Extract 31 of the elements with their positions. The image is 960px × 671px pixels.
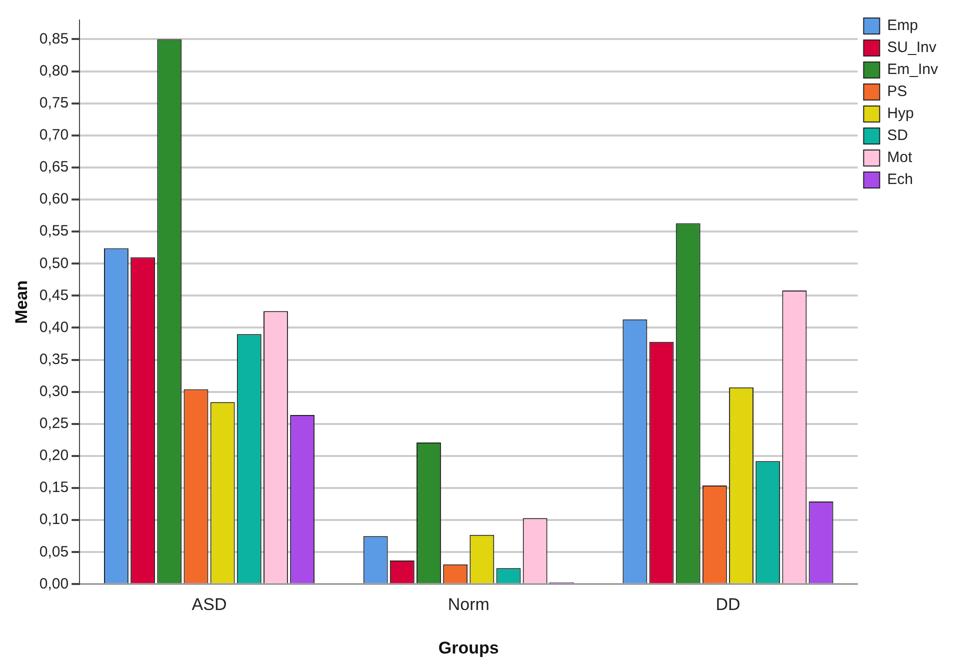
- legend-label: SD: [887, 127, 908, 144]
- y-tick-label: 0,45: [39, 286, 69, 304]
- legend-label: Ech: [887, 171, 914, 188]
- y-tick-label: 0,70: [39, 126, 69, 144]
- y-tick-label: 0,50: [39, 254, 69, 272]
- y-tick-label: 0,25: [39, 415, 69, 432]
- legend-label: Hyp: [887, 105, 914, 122]
- y-tick-label: 0,00: [39, 575, 69, 592]
- legend-label: Emp: [887, 17, 918, 34]
- y-tick-label: 0,80: [39, 62, 69, 80]
- y-tick-label: 0,55: [39, 222, 69, 240]
- legend-label: Em_Inv: [887, 61, 938, 78]
- y-tick-label: 0,20: [39, 447, 69, 464]
- y-tick-label: 0,35: [39, 350, 69, 368]
- y-tick-label: 0,85: [39, 30, 69, 48]
- y-tick-label: 0,10: [39, 511, 69, 528]
- y-tick-label: 0,75: [39, 94, 69, 112]
- y-tick-label: 0,60: [39, 190, 69, 208]
- y-tick-label: 0,15: [39, 479, 69, 496]
- x-tick-label: DD: [716, 595, 740, 614]
- legend-label: Mot: [887, 149, 913, 166]
- y-tick-label: 0,40: [39, 318, 69, 336]
- y-tick-label: 0,65: [39, 158, 69, 176]
- y-tick-label: 0,30: [39, 383, 69, 400]
- legend-label: PS: [887, 83, 908, 100]
- y-tick-label: 0,05: [39, 543, 69, 560]
- x-tick-label: Norm: [448, 595, 490, 614]
- x-axis-title: Groups: [438, 638, 499, 658]
- x-tick-label: ASD: [192, 595, 227, 614]
- legend-label: SU_Inv: [887, 39, 937, 56]
- y-axis-title: Mean: [12, 280, 31, 324]
